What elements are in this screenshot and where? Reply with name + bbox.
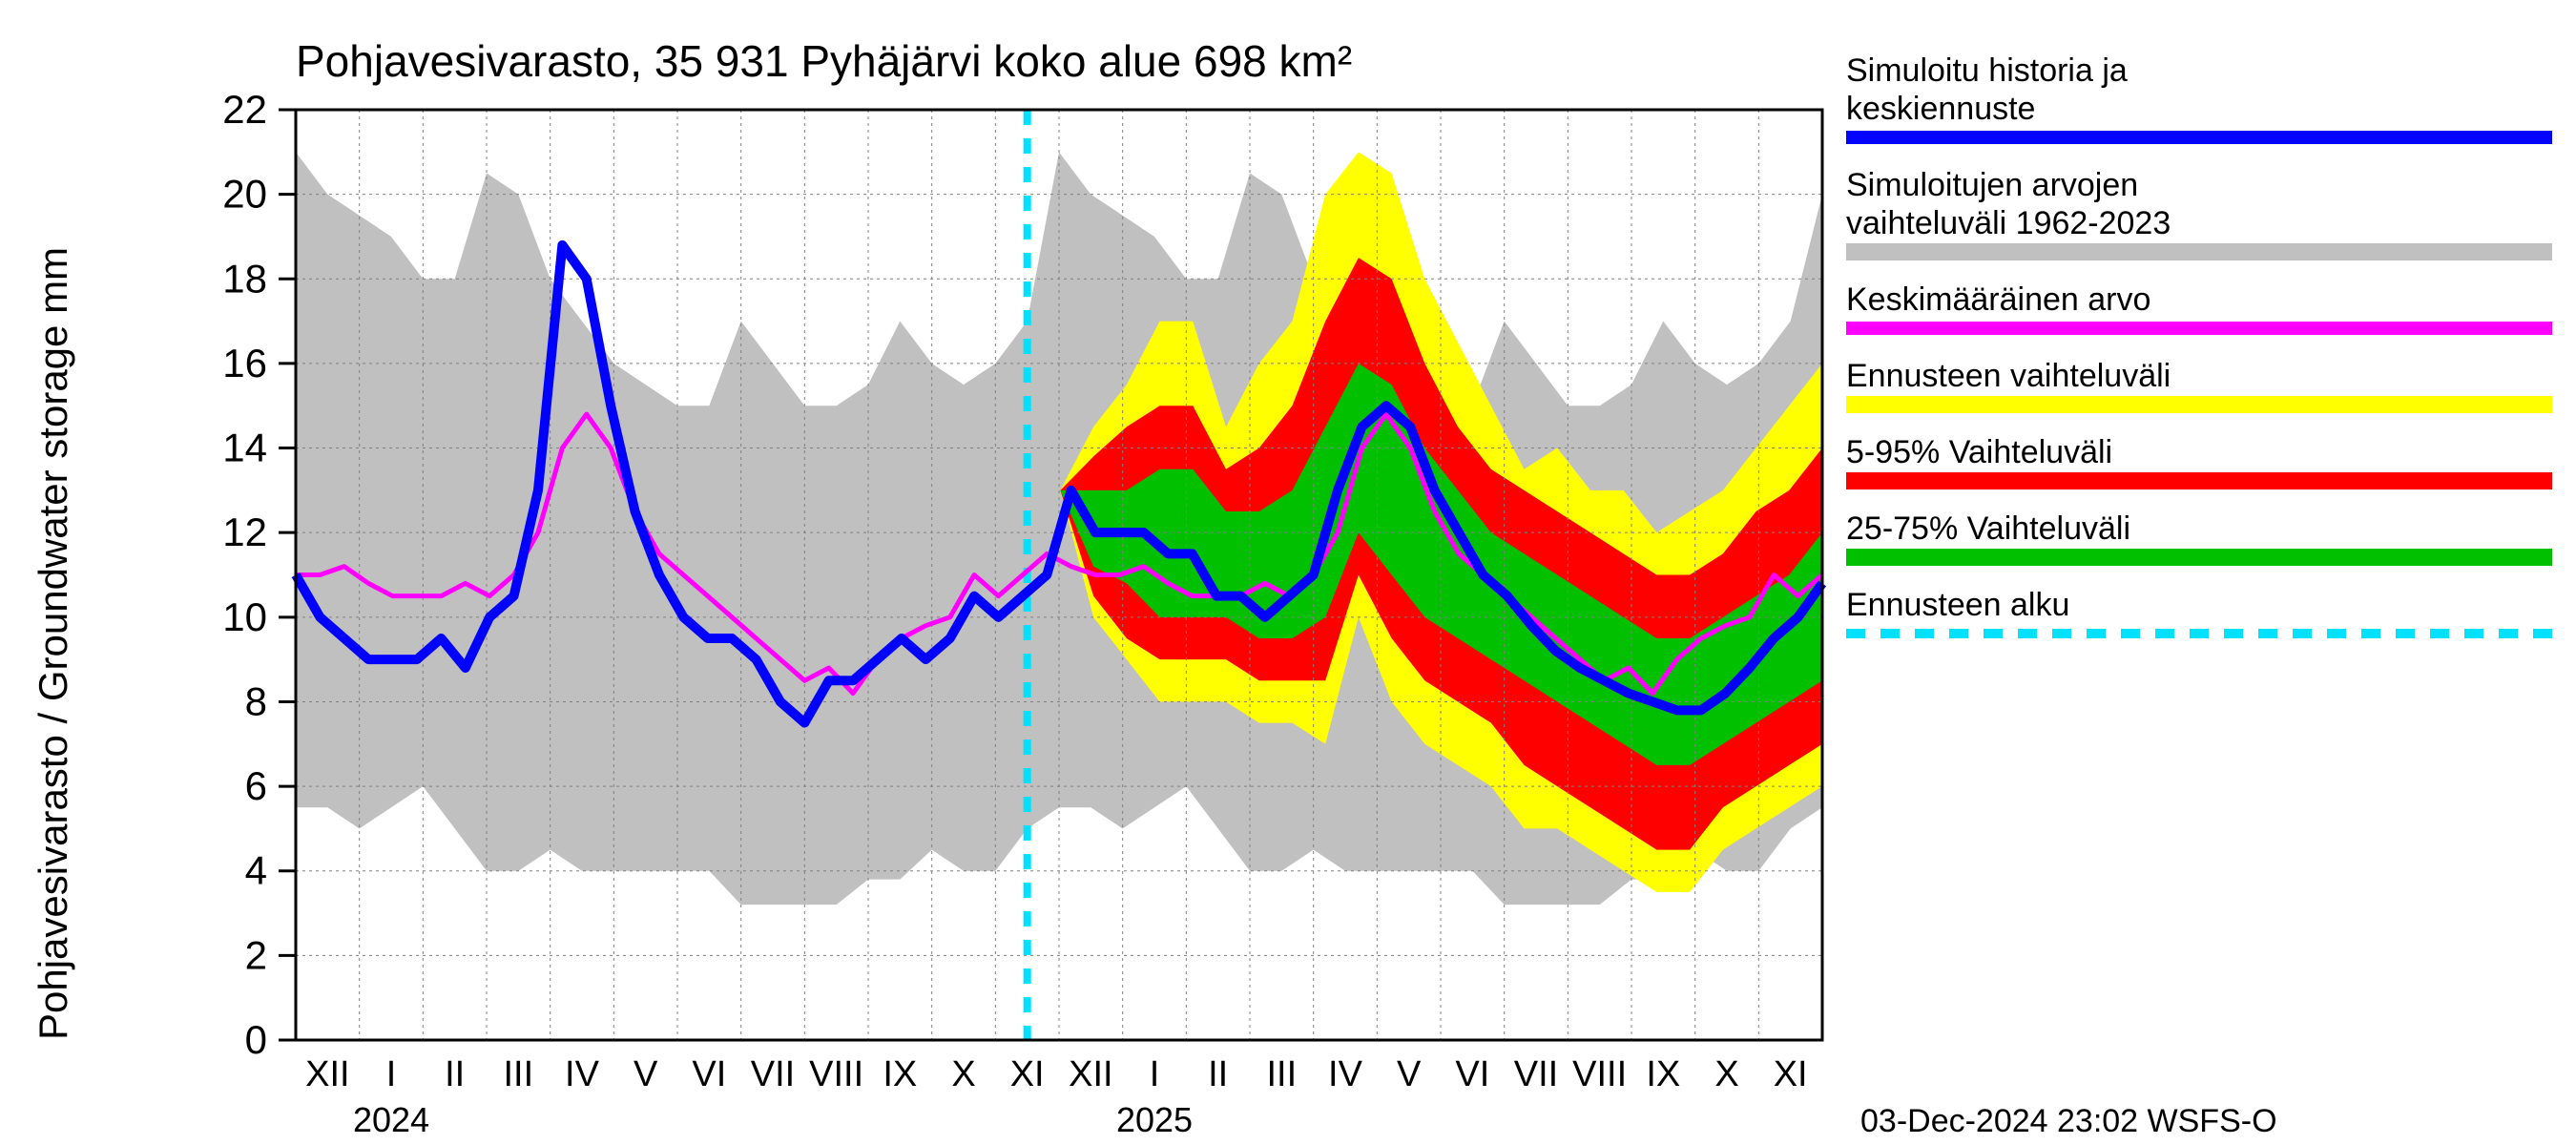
legend-swatch	[1846, 472, 2552, 489]
x-year-label: 2025	[1116, 1100, 1193, 1139]
legend-label: keskiennuste	[1846, 91, 2035, 127]
legend-swatch	[1846, 322, 2552, 335]
x-tick-label: V	[1397, 1054, 1422, 1094]
legend-swatch	[1846, 131, 2552, 144]
x-year-label: 2024	[353, 1100, 429, 1139]
x-tick-label: VIII	[809, 1054, 863, 1094]
chart-title: Pohjavesivarasto, 35 931 Pyhäjärvi koko …	[296, 36, 1352, 86]
y-tick-label: 12	[222, 510, 267, 554]
legend-label: 5-95% Vaihteluväli	[1846, 434, 2112, 470]
x-tick-label: VI	[692, 1054, 726, 1094]
legend-swatch	[1846, 243, 2552, 260]
y-tick-label: 8	[245, 678, 267, 723]
y-tick-label: 20	[222, 172, 267, 217]
y-tick-label: 22	[222, 87, 267, 132]
y-axis-label: Pohjavesivarasto / Groundwater storage m…	[31, 247, 75, 1040]
x-tick-label: VII	[751, 1054, 795, 1094]
x-tick-label: X	[951, 1054, 975, 1094]
chart-container: { "title": "Pohjavesivarasto, 35 931 Pyh…	[0, 0, 2576, 1145]
footer-text: 03-Dec-2024 23:02 WSFS-O	[1860, 1103, 2277, 1139]
y-tick-label: 0	[245, 1017, 267, 1062]
x-tick-label: IV	[1328, 1054, 1363, 1094]
y-tick-label: 10	[222, 594, 267, 639]
x-tick-label: III	[503, 1054, 533, 1094]
x-tick-label: I	[1150, 1054, 1160, 1094]
y-tick-label: 2	[245, 932, 267, 977]
x-tick-label: V	[634, 1054, 658, 1094]
y-tick-label: 4	[245, 848, 267, 893]
x-tick-label: II	[1208, 1054, 1228, 1094]
x-tick-label: IV	[565, 1054, 600, 1094]
x-tick-label: XI	[1010, 1054, 1045, 1094]
legend-label: Simuloitu historia ja	[1846, 52, 2128, 89]
x-tick-label: IX	[883, 1054, 917, 1094]
legend-swatch	[1846, 396, 2552, 413]
legend-label: Ennusteen alku	[1846, 587, 2069, 623]
legend-label: Simuloitujen arvojen	[1846, 167, 2138, 203]
x-tick-label: I	[386, 1054, 397, 1094]
chart-svg: 0246810121416182022XIIIIIIIIIVVVIVIIVIII…	[0, 0, 2576, 1145]
x-tick-label: XII	[1069, 1054, 1112, 1094]
x-tick-label: X	[1714, 1054, 1738, 1094]
x-tick-label: II	[445, 1054, 465, 1094]
y-tick-label: 16	[222, 341, 267, 385]
x-tick-label: IX	[1646, 1054, 1680, 1094]
y-tick-label: 18	[222, 256, 267, 301]
legend-swatch	[1846, 549, 2552, 566]
y-tick-label: 14	[222, 426, 267, 470]
legend-label: 25-75% Vaihteluväli	[1846, 510, 2130, 547]
x-tick-label: VI	[1455, 1054, 1489, 1094]
x-tick-label: XI	[1774, 1054, 1808, 1094]
x-tick-label: VIII	[1572, 1054, 1627, 1094]
legend-label: Ennusteen vaihteluväli	[1846, 358, 2171, 394]
legend-label: vaihteluväli 1962-2023	[1846, 205, 2171, 241]
x-tick-label: VII	[1514, 1054, 1558, 1094]
legend-label: Keskimääräinen arvo	[1846, 281, 2150, 318]
y-tick-label: 6	[245, 763, 267, 808]
x-tick-label: III	[1266, 1054, 1297, 1094]
x-tick-label: XII	[305, 1054, 349, 1094]
